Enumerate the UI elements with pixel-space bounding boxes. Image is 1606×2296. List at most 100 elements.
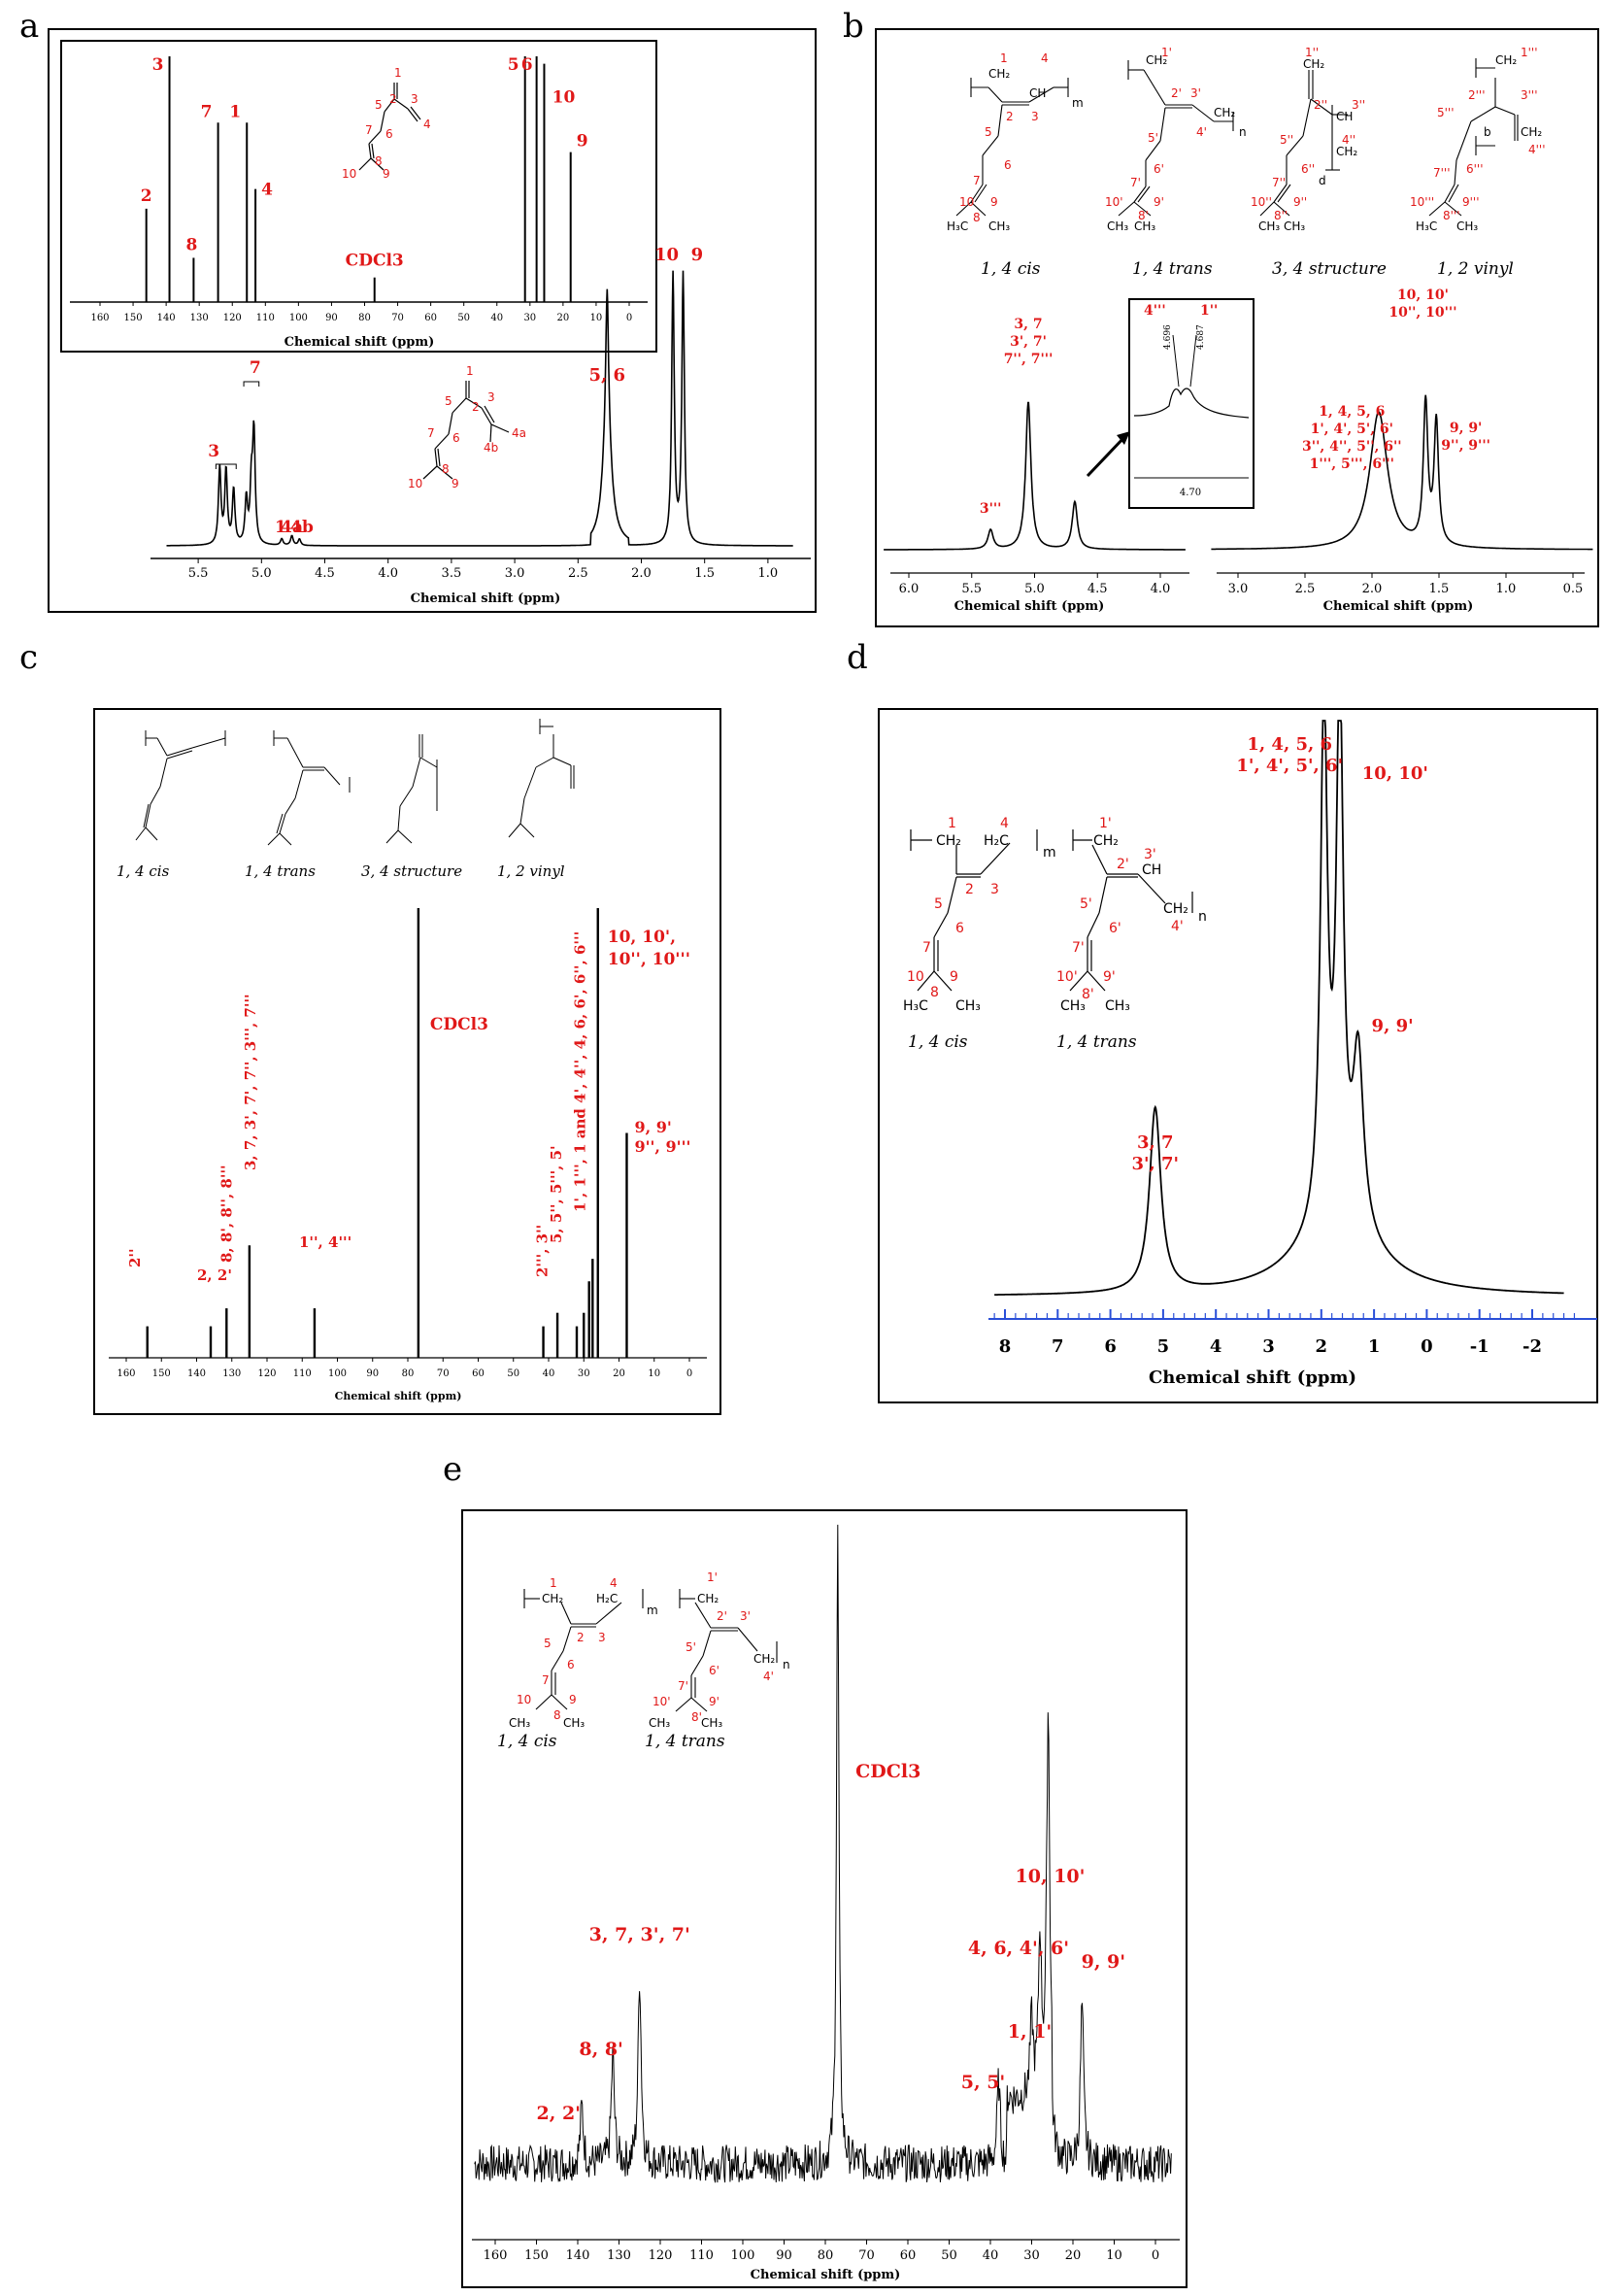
chem-group: CH₃ <box>1105 998 1130 1014</box>
panel-b-peak-label: 10'', 10''' <box>1389 305 1456 321</box>
chem-num: 5''' <box>1437 106 1455 119</box>
panel-letter-c: c <box>19 638 38 677</box>
panel-b-peak-label: 9'', 9''' <box>1441 438 1490 454</box>
chem-num: 1' <box>1161 46 1172 59</box>
panel-e-peak-label: 9, 9' <box>1082 1951 1126 1973</box>
panel-e-structures <box>523 1589 778 1712</box>
chem-num: 5 <box>445 394 452 408</box>
chem-num: 10' <box>652 1695 671 1708</box>
panel-b-zoom-label-4ppp: 4''' <box>1144 303 1166 319</box>
panel-c-tick-label: 140 <box>187 1368 206 1379</box>
panel-a-inset-tick-label: 30 <box>523 313 536 323</box>
chem-group: CH₃ <box>563 1716 585 1730</box>
panel-a-inset-tick-label: 100 <box>289 313 308 323</box>
panel-b-peak-label: 1, 4, 5, 6 <box>1319 404 1385 420</box>
chem-num: 2 <box>965 882 974 897</box>
chem-num: 8''' <box>1443 209 1460 222</box>
panel-a-inset-xlabel: Chemical shift (ppm) <box>284 335 435 350</box>
panel-b-frame <box>875 28 1599 627</box>
panel-d-peak-label: 9, 9' <box>1372 1016 1414 1036</box>
chem-num: 10 <box>408 477 422 490</box>
chem-group: CH <box>1142 862 1161 878</box>
panel-c-tick-label: 70 <box>437 1368 450 1379</box>
chem-group: H₂C <box>596 1592 618 1605</box>
panel-b-right-trace <box>1211 394 1593 551</box>
chem-num: 2 <box>389 92 397 106</box>
chem-num: 8 <box>973 211 981 224</box>
panel-c-peak-label: 2, 2' <box>197 1266 232 1284</box>
chem-num: 2' <box>1171 86 1182 100</box>
panel-e-tick-label: 0 <box>1152 2248 1159 2263</box>
panel-letter-e: e <box>443 1450 462 1489</box>
panel-e-axis: 160 150 140 130 120 110 100 90 80 70 60 50 40 30 20 10 0 <box>484 2240 1159 2263</box>
panel-d: 8 7 6 5 4 3 2 1 0 -1 -2 Chemical shift (ppm) 3, 73… <box>878 708 1598 1403</box>
chem-group: CH₂ <box>697 1592 719 1605</box>
panel-d-peak-label: 1, 4, 5, 6 <box>1247 734 1332 755</box>
panel-e-tick-label: 70 <box>858 2248 875 2263</box>
panel-b-axis-ticks: 6.0 5.5 5.0 4.5 4.0 3.0 2.5 2.0 1.5 1.0 0.5 <box>899 573 1583 596</box>
panel-a-inset-peak-label: 6 <box>521 55 533 75</box>
panel-a-main-peak-label: 10 <box>654 245 679 265</box>
panel-a-main-peak-label: 4a <box>281 518 303 537</box>
panel-a-inset-peak-label: 3 <box>152 55 164 75</box>
panel-c-tick-label: 80 <box>402 1368 415 1379</box>
chem-num: 1' <box>707 1570 718 1584</box>
chem-num: 5 <box>985 125 992 139</box>
panel-a-inset-peak-label: 1 <box>229 102 241 121</box>
panel-c-tick-label: 20 <box>613 1368 625 1379</box>
panel-d-tick-label: 1 <box>1368 1336 1381 1357</box>
panel-e-tick-label: 160 <box>484 2248 508 2263</box>
panel-d-tick-label: 0 <box>1421 1336 1433 1357</box>
panel-c-tick-label: 10 <box>648 1368 660 1379</box>
panel-d-frame <box>878 708 1598 1403</box>
panel-c-tick-label: 40 <box>543 1368 555 1379</box>
panel-c-peak-label: 10'', 10''' <box>608 950 690 969</box>
chem-group: CH₃ <box>1258 219 1280 233</box>
chem-num: 3'' <box>1352 98 1365 112</box>
chem-num: 2''' <box>1468 88 1486 102</box>
chem-num: 7'' <box>1272 176 1286 189</box>
panel-d-labels: 3, 73', 7' 1, 4, 5, 61', 4', 5', 6' 10, 10… <box>1131 734 1427 1174</box>
chem-num: 4b <box>484 441 498 455</box>
chem-group: CH₂ <box>988 67 1010 81</box>
panel-e-tick-label: 40 <box>983 2248 999 2263</box>
chem-num: 6 <box>1004 158 1012 172</box>
struct-name-trans: 1, 4 trans <box>645 1732 725 1751</box>
chem-num: 3''' <box>1521 88 1538 102</box>
chem-group: CH <box>1029 86 1046 100</box>
panel-b-tick-label: 5.0 <box>1024 582 1045 596</box>
chem-num: 2 <box>472 400 480 414</box>
chem-num: 7 <box>365 123 373 137</box>
chem-group: CH₂ <box>753 1652 775 1666</box>
panel-e-tick-label: 130 <box>607 2248 631 2263</box>
panel-a-main-peak-label: 9 <box>691 245 704 265</box>
chem-group: CH₂ <box>1521 125 1542 139</box>
panel-d-peak-label: 1', 4', 5', 6' <box>1236 756 1343 776</box>
struct-name-34: 3, 4 structure <box>1272 259 1387 279</box>
chem-num: 8' <box>1138 209 1149 222</box>
panel-e-tick-label: 80 <box>818 2248 834 2263</box>
chem-num: 9' <box>1154 195 1164 209</box>
chem-group: CH₃ <box>649 1716 670 1730</box>
panel-a-inset-tick-label: 110 <box>256 313 275 323</box>
panel-d-spectrum-trace <box>994 720 1564 1296</box>
chem-num: 10 <box>342 167 356 181</box>
chem-group: CH₂ <box>1214 106 1235 119</box>
panel-c-peak-label: 5, 5'', 5''', 5' <box>548 1145 565 1243</box>
chem-num: 7 <box>973 174 981 187</box>
chem-num: 9 <box>990 195 998 209</box>
chem-num: 4 <box>1000 816 1009 831</box>
panel-c-peak-label: 8, 8', 8'', 8''' <box>217 1165 235 1263</box>
chem-num: 5 <box>544 1637 552 1650</box>
chem-num: 7 <box>427 426 435 440</box>
panel-a-main-tick-label: 2.5 <box>568 566 588 581</box>
panel-b-peak-label: 9, 9' <box>1450 421 1483 436</box>
chem-group: CH₃ <box>701 1716 722 1730</box>
chem-num: 9''' <box>1462 195 1480 209</box>
panel-c-structures <box>135 719 575 846</box>
panel-a-inset-peak-label: 2 <box>141 186 152 206</box>
panel-e-tick-label: 120 <box>649 2248 673 2263</box>
panel-b-right-xlabel: Chemical shift (ppm) <box>1323 599 1474 614</box>
panel-c-frame <box>93 708 721 1415</box>
